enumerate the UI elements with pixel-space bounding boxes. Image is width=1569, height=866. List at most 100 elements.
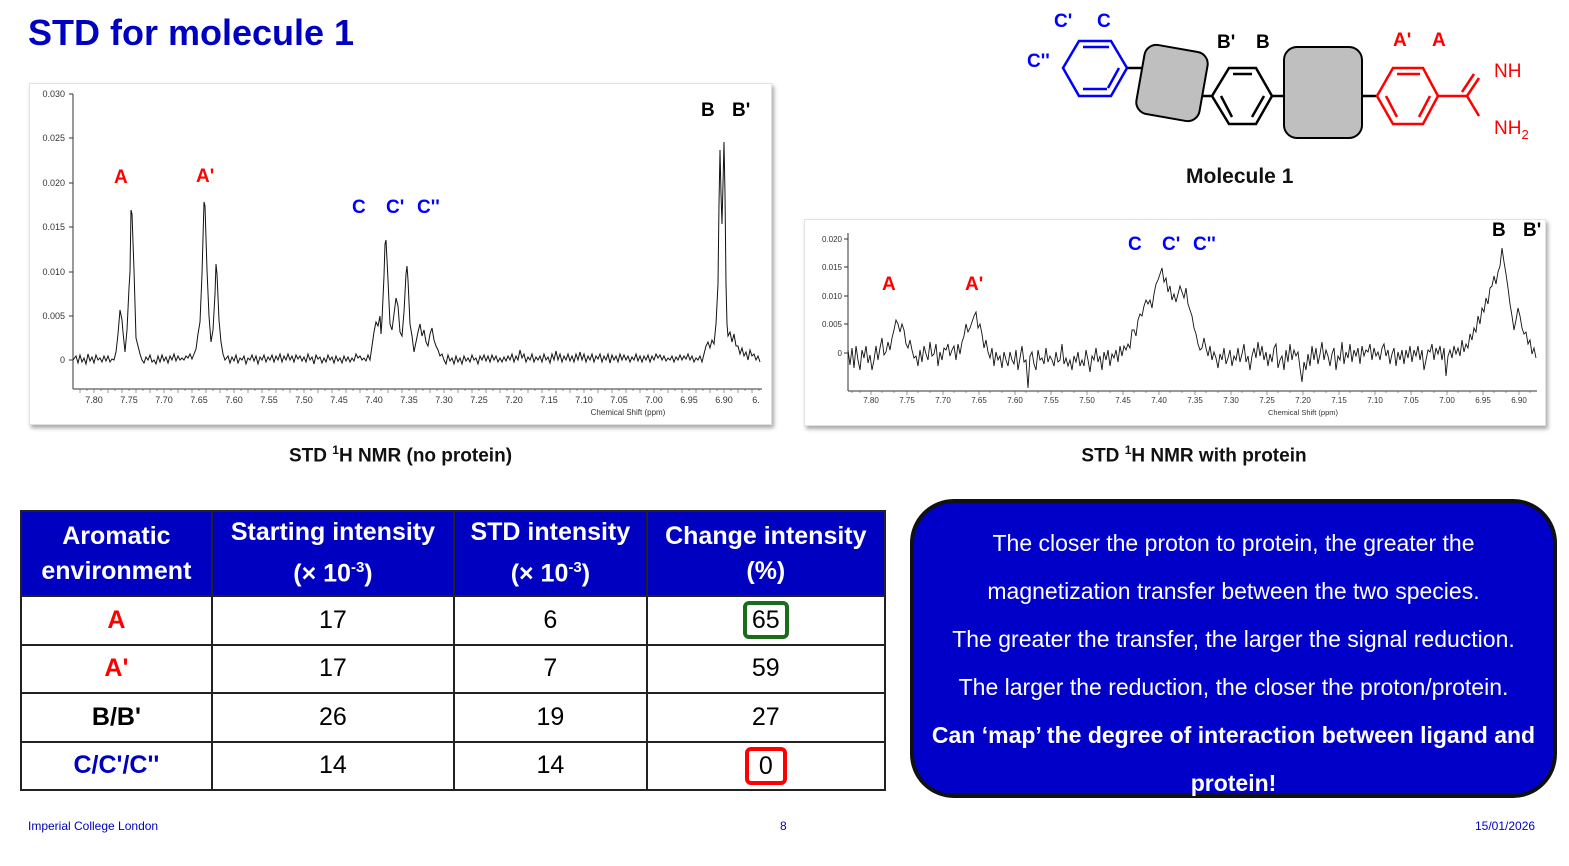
spectrum-no-protein-chart: 0.030 0.025 0.020 0.015 0.010 0.005 0 7.… [42, 89, 762, 417]
spectrum-with-protein-panel: 0.020 0.015 0.010 0.005 0 7.80 7.75 7.70 7.… [804, 219, 1546, 426]
svg-text:7.15: 7.15 [1331, 396, 1347, 405]
svg-text:7.40: 7.40 [365, 395, 383, 405]
cell-starting-intensity: 17 [210, 643, 456, 694]
cell-std-intensity: 7 [453, 643, 648, 694]
peak-label-b-prime: B' [732, 100, 750, 121]
nh-label: NH [1494, 61, 1521, 82]
table-row: A 17 6 65 [20, 595, 887, 646]
table-row: B/B' 26 19 27 [20, 692, 887, 743]
svg-text:7.70: 7.70 [935, 396, 951, 405]
svg-text:6.: 6. [752, 395, 760, 405]
footer-page-number: 8 [780, 819, 787, 833]
svg-text:0.020: 0.020 [822, 235, 843, 244]
linker-block-2 [1283, 46, 1363, 139]
molecule-title: Molecule 1 [1186, 165, 1294, 188]
cell-change-intensity: 27 [645, 692, 887, 743]
peak-label-c-double-prime: C'' [417, 197, 440, 218]
svg-text:7.35: 7.35 [1187, 396, 1203, 405]
table-header-row: Aromatic environment Starting intensity (×… [20, 510, 887, 597]
svg-text:7.55: 7.55 [260, 395, 278, 405]
peak-label-b: B [701, 100, 715, 121]
label-c-double-prime: C'' [1027, 51, 1050, 72]
cell-environment: C/C'/C'' [20, 740, 213, 791]
x-axis-label: Chemical Shift (ppm) [591, 408, 666, 417]
peak-label-c-prime: C' [1162, 234, 1180, 255]
peak-labels: A A' C C' C'' B B' [114, 100, 750, 218]
svg-text:7.15: 7.15 [540, 395, 558, 405]
svg-text:0: 0 [60, 355, 65, 365]
svg-text:7.05: 7.05 [1403, 396, 1419, 405]
svg-text:7.70: 7.70 [155, 395, 173, 405]
cell-change-intensity: 0 [645, 740, 887, 791]
explanation-line: The greater the transfer, the larger the… [952, 626, 1515, 652]
header-aromatic-environment: Aromatic environment [20, 510, 213, 597]
svg-text:7.10: 7.10 [575, 395, 593, 405]
spectrum-with-protein-caption: STD 1H NMR with protein [1081, 443, 1307, 467]
linker-block-1 [1135, 43, 1209, 123]
highlight-box-green: 65 [742, 601, 789, 640]
svg-text:0.015: 0.015 [822, 263, 843, 272]
svg-text:0.015: 0.015 [42, 222, 65, 232]
label-b: B [1256, 32, 1270, 53]
svg-text:7.65: 7.65 [190, 395, 208, 405]
explanation-line: magnetization transfer between the two s… [987, 578, 1480, 604]
label-a: A [1432, 30, 1446, 51]
label-c-prime: C' [1054, 11, 1072, 32]
spectrum-trace [72, 141, 761, 366]
svg-text:0.005: 0.005 [822, 320, 843, 329]
svg-text:7.05: 7.05 [610, 395, 628, 405]
svg-text:0.010: 0.010 [822, 292, 843, 301]
peak-label-a-prime: A' [196, 166, 214, 187]
svg-text:7.45: 7.45 [330, 395, 348, 405]
svg-text:6.95: 6.95 [1475, 396, 1491, 405]
svg-text:7.40: 7.40 [1151, 396, 1167, 405]
header-change-intensity: Change intensity (%) [645, 510, 887, 597]
peak-label-a: A [114, 167, 128, 188]
svg-text:0.025: 0.025 [42, 133, 65, 143]
svg-text:7.60: 7.60 [1007, 396, 1023, 405]
peak-label-b-prime: B' [1523, 220, 1541, 241]
x-axis-ticks: 7.80 7.75 7.70 7.65 7.60 7.55 7.50 7.45 7.40 7.35… [863, 396, 1527, 405]
spectrum-no-protein-caption: STD 1H NMR (no protein) [288, 443, 513, 467]
svg-text:7.75: 7.75 [899, 396, 915, 405]
cell-starting-intensity: 17 [210, 595, 456, 646]
cell-std-intensity: 6 [453, 595, 648, 646]
svg-text:7.30: 7.30 [435, 395, 453, 405]
ring-b [1210, 66, 1274, 126]
label-a-prime: A' [1393, 30, 1411, 51]
svg-text:0.030: 0.030 [42, 89, 65, 99]
spectrum-trace [847, 247, 1537, 389]
cell-starting-intensity: 14 [210, 740, 456, 791]
cell-starting-intensity: 26 [210, 692, 456, 743]
explanation-conclusion: protein! [1190, 770, 1277, 796]
svg-text:7.45: 7.45 [1115, 396, 1131, 405]
cell-environment: A [20, 595, 213, 646]
svg-text:7.25: 7.25 [1259, 396, 1275, 405]
svg-text:0.020: 0.020 [42, 178, 65, 188]
table-row: A' 17 7 59 [20, 643, 887, 694]
peak-label-b: B [1492, 220, 1506, 241]
svg-text:7.10: 7.10 [1367, 396, 1383, 405]
svg-text:7.25: 7.25 [470, 395, 488, 405]
cell-std-intensity: 14 [453, 740, 648, 791]
header-std-intensity: STD intensity (× 10-3) [453, 510, 648, 597]
label-b-prime: B' [1217, 32, 1235, 53]
peak-label-c: C [1128, 234, 1142, 255]
svg-text:7.00: 7.00 [645, 395, 663, 405]
y-axis-ticks: 0.020 0.015 0.010 0.005 0 [822, 235, 843, 358]
cell-std-intensity: 19 [453, 692, 648, 743]
svg-text:7.80: 7.80 [863, 396, 879, 405]
nh2-label: NH2 [1494, 118, 1529, 142]
svg-text:7.55: 7.55 [1043, 396, 1059, 405]
cell-change-intensity: 65 [645, 595, 887, 646]
cell-environment: A' [20, 643, 213, 694]
peak-label-a: A [882, 274, 896, 295]
y-axis-ticks: 0.030 0.025 0.020 0.015 0.010 0.005 0 [42, 89, 65, 365]
svg-text:0.010: 0.010 [42, 267, 65, 277]
svg-text:7.50: 7.50 [1079, 396, 1095, 405]
std-intensity-table: Aromatic environment Starting intensity (×… [20, 510, 887, 791]
svg-text:7.20: 7.20 [1295, 396, 1311, 405]
svg-text:6.95: 6.95 [680, 395, 698, 405]
ring-c [1061, 39, 1129, 98]
peak-label-c-prime: C' [386, 197, 404, 218]
